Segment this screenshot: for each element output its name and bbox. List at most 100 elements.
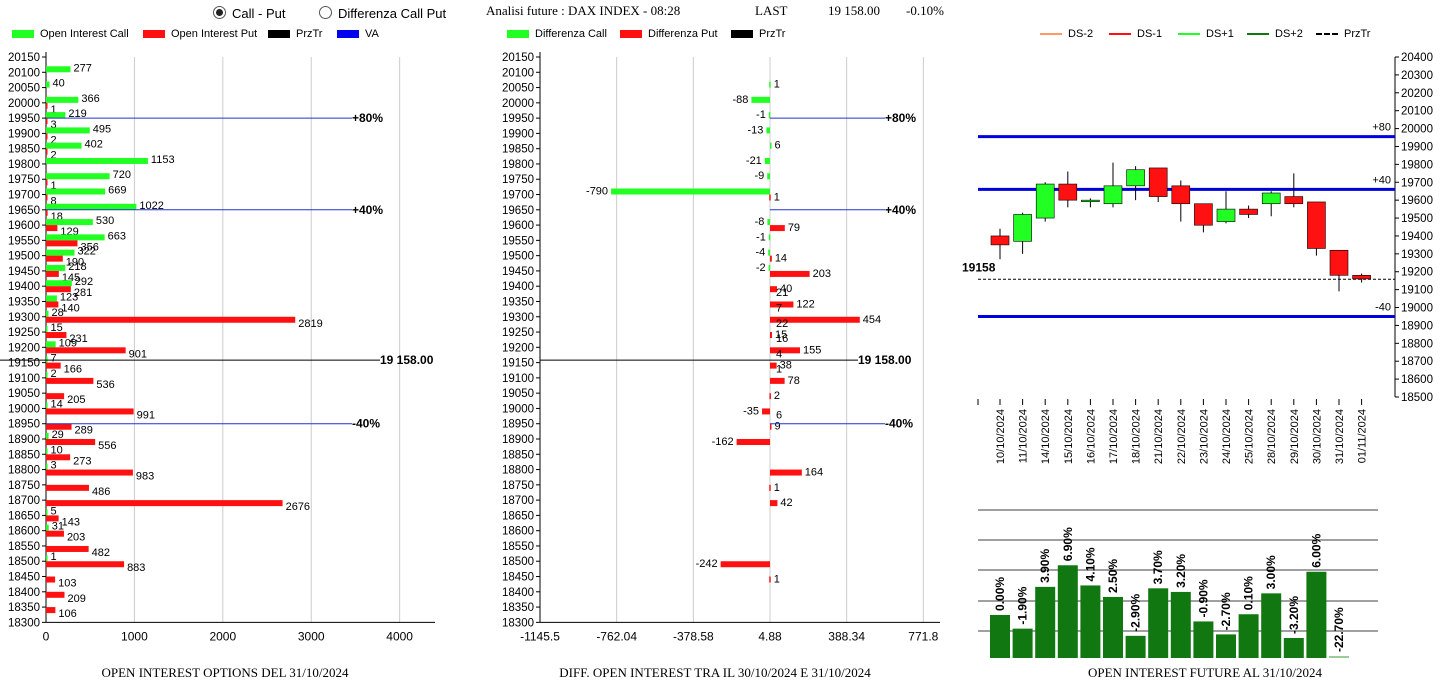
call-value-label: 109 [59,337,77,349]
legend-prztr-dashed[interactable]: PrzTr [1316,28,1370,40]
call-bar [46,249,75,256]
diff-put-bar-label: 79 [788,222,800,234]
x-tick-label: 3000 [298,629,325,643]
put-value-label: 143 [62,516,80,528]
diff-put-bar [769,500,778,507]
panel2-footer: DIFF. OPEN INTEREST TRA IL 30/10/2024 E … [559,665,871,680]
y-tick-label: 20400 [1401,52,1433,64]
strike-label: 19400 [8,281,40,293]
strike-label: 19550 [502,235,534,247]
legend-ds-2[interactable]: DS-2 [1040,28,1093,40]
legend-ds-1[interactable]: DS-1 [1109,28,1162,40]
page-title: Analisi future : DAX INDEX - 08:28 [486,3,681,18]
diff-put-bar-label: -35 [743,405,759,417]
x-tick-label: -1145.5 [520,629,560,643]
diff-call-bar-label: -88 [733,94,749,106]
diff-put-bar [769,347,801,354]
price-label: 19158 [962,260,996,274]
call-bar [46,448,48,455]
future-bar-label: 3.90% [1038,549,1052,583]
strike-label: 19950 [502,113,534,125]
diff-call-bar-label: -4 [755,247,765,259]
diff-put-bar-label: 454 [863,314,881,326]
strike-label: 18800 [8,465,40,477]
future-bar [1170,591,1191,658]
y-tick-label: 19900 [1401,141,1433,153]
put-value-label: 536 [96,379,114,391]
put-bar [46,515,59,522]
diff-put-bar-label: 1 [774,482,780,494]
diff-put-bar [769,194,771,201]
legend-diff-put[interactable]: Differenza Put [620,28,718,40]
strike-label: 18450 [8,572,40,584]
diff-call-bar [769,142,772,149]
diff-put-bar-label: 2 [774,390,780,402]
x-tick-label: -378.58 [673,629,714,643]
legend-ds+1[interactable]: DS+1 [1178,28,1234,40]
call-bar [46,326,48,333]
strike-label: 19150 [8,358,40,370]
diff-call-bar [767,173,770,180]
strike-label: 18450 [502,572,534,584]
legend-va[interactable]: VA [337,28,379,40]
put-bar [46,439,96,445]
radio-call-put[interactable]: Call - Put [213,5,285,22]
black-swatch-icon [268,30,290,39]
call-value-label: 669 [108,185,126,197]
strike-label: 20000 [8,98,40,110]
call-value-label: 2 [51,368,57,380]
diff-put-bar [769,423,772,430]
call-bar [46,234,105,241]
call-bar [46,402,48,409]
call-bar [46,433,49,439]
x-tick-label: 771.8 [908,629,938,643]
put-value-label: 3 [51,119,57,131]
legend-diff-call[interactable]: Differenza Call [507,28,607,40]
put-bar [46,362,61,369]
diff-put-bar [762,408,770,415]
candle-body [1216,208,1236,222]
call-bar [46,310,49,317]
candle-body [1194,203,1213,226]
strike-label: 18500 [502,556,534,568]
diff-put-bar-label: 38 [780,360,792,372]
legend-oi-call[interactable]: Open Interest Call [12,28,129,40]
strike-label: 19700 [8,190,40,202]
candle-body [1058,183,1078,201]
future-bar [1261,593,1282,658]
radio-differenza[interactable]: Differenza Call Put [319,5,446,22]
legend-oi-put[interactable]: Open Interest Put [143,28,257,40]
strike-label: 18800 [502,465,534,477]
future-bar-label: 6.00% [1309,533,1323,567]
strike-label: 18900 [8,434,40,446]
future-bar-label: 4.10% [1083,547,1097,581]
strike-label: 19200 [8,342,40,354]
strike-label: 19700 [502,190,534,202]
call-bar [46,555,48,562]
date-label: 25/10/2024 [1244,409,1256,464]
future-bar [990,614,1010,658]
legend-prztr[interactable]: PrzTr [731,28,785,40]
ref-line-label: +80% [885,111,916,125]
blue-swatch-icon [337,30,359,39]
call-bar [46,264,66,271]
put-value-label: 482 [92,547,110,559]
diff-call-bar [611,188,770,195]
candle-body [1103,185,1123,205]
call-bar [46,295,57,302]
strike-label: 19200 [502,342,534,354]
strike-label: 18350 [8,602,40,614]
candle-body [1239,208,1258,215]
put-bar [46,194,48,201]
call-bar [46,371,48,378]
put-value-label: 991 [137,409,155,421]
legend-ds+2[interactable]: DS+2 [1247,28,1303,40]
call-bar [46,356,48,363]
call-value-label: 15 [51,322,63,334]
diff-put-bar [769,484,771,491]
y-tick-label: 19600 [1401,195,1433,207]
call-bar [46,157,148,164]
legend-prztr[interactable]: PrzTr [268,28,322,40]
radio-unselected-icon [319,6,332,19]
strike-label: 18650 [8,510,40,522]
